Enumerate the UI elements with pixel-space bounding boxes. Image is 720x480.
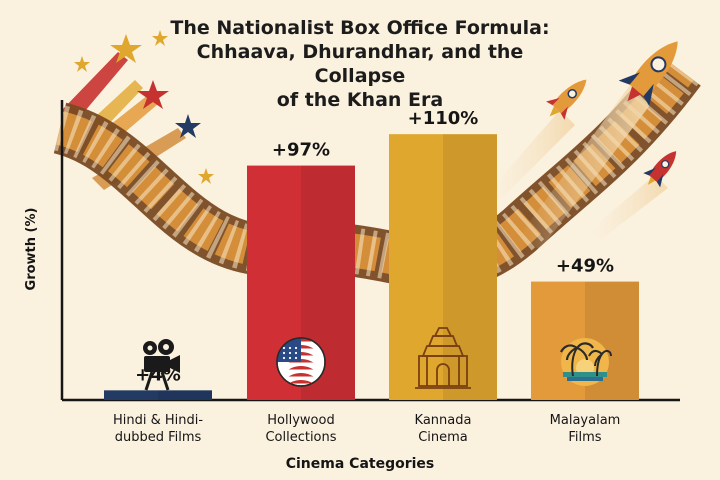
category-tick-label: Kannada Cinema (415, 413, 472, 445)
star-icon (175, 114, 201, 138)
us-flag-icon (276, 337, 326, 387)
palm-beach-icon (560, 338, 612, 386)
bar-body (104, 390, 212, 400)
category-tick-line: Kannada (415, 413, 472, 428)
bar (389, 134, 497, 400)
bar-icons (143, 327, 612, 391)
category-tick-label: Hindi & Hindi-dubbed Films (113, 413, 203, 445)
star-icon (74, 56, 90, 72)
value-label: +110% (408, 108, 479, 129)
value-label: +97% (272, 140, 330, 161)
rocket-icon (546, 79, 587, 120)
film-camera-icon (143, 339, 180, 391)
star-icon (110, 34, 142, 63)
category-tick-label: Hollywood Collections (265, 413, 336, 445)
category-tick-line: Hollywood (267, 413, 334, 428)
category-tick-labels: Hindi & Hindi-dubbed Films Hollywood Colle… (113, 413, 620, 445)
category-tick-line: Cinema (418, 430, 468, 445)
star-icon (137, 80, 169, 109)
rocket-trails (490, 85, 668, 250)
star-icon (152, 30, 168, 46)
x-axis-label: Cinema Categories (285, 456, 435, 472)
chart-title-line3: of the Khan Era (276, 89, 444, 111)
rocket-icon (618, 41, 678, 107)
y-axis-label: Growth (%) (24, 207, 39, 291)
chart-title-line1: The Nationalist Box Office Formula: (170, 17, 550, 39)
category-tick-line: Collections (265, 430, 336, 445)
chart-title-line2: Chhaava, Dhurandhar, and the Collapse (196, 41, 524, 87)
category-tick-label: Malayalam Films (550, 413, 621, 445)
bar (104, 390, 212, 400)
bar-shade (443, 134, 497, 400)
value-label: +49% (556, 256, 614, 277)
star-icon (198, 168, 214, 184)
bar-shade (158, 390, 212, 400)
category-tick-line: Hindi & Hindi- (113, 413, 203, 428)
rocket-icon (643, 151, 677, 188)
category-tick-line: Malayalam (550, 413, 621, 428)
category-tick-line: Films (568, 430, 601, 445)
category-tick-line: dubbed Films (115, 430, 202, 445)
chart-title: The Nationalist Box Office Formula: Chha… (150, 16, 570, 112)
temple-icon (415, 327, 471, 389)
